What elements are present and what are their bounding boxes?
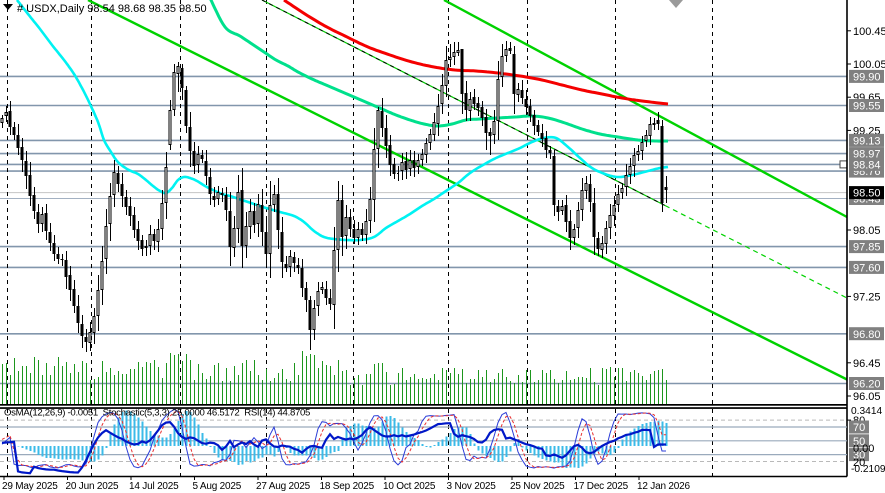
svg-text:70: 70 <box>853 422 865 434</box>
svg-text:96.20: 96.20 <box>853 379 881 391</box>
svg-text:12 Jan 2026: 12 Jan 2026 <box>637 481 690 492</box>
svg-text:# USDX,Daily 98.54 98.68 98.3: # USDX,Daily 98.54 98.68 98.35 98.50 <box>17 3 207 15</box>
svg-text:99.90: 99.90 <box>853 71 881 83</box>
svg-text:0.3414: 0.3414 <box>851 406 882 417</box>
svg-text:27 Aug 2025: 27 Aug 2025 <box>256 481 311 492</box>
svg-text:29 May 2025: 29 May 2025 <box>2 481 58 492</box>
svg-text:3 Nov 2025: 3 Nov 2025 <box>447 481 497 492</box>
svg-text:30: 30 <box>853 450 865 462</box>
svg-text:14 Jul 2025: 14 Jul 2025 <box>129 481 179 492</box>
svg-text:96.80: 96.80 <box>853 329 881 341</box>
svg-text:18 Sep 2025: 18 Sep 2025 <box>320 481 375 492</box>
svg-text:98.97: 98.97 <box>853 149 881 161</box>
svg-text:-0.2109: -0.2109 <box>851 464 885 475</box>
svg-text:97.25: 97.25 <box>853 291 881 303</box>
svg-text:99.55: 99.55 <box>853 101 881 113</box>
svg-text:17 Dec 2025: 17 Dec 2025 <box>574 481 629 492</box>
svg-text:25 Nov 2025: 25 Nov 2025 <box>510 481 565 492</box>
svg-text:97.60: 97.60 <box>853 262 881 274</box>
svg-text:96.45: 96.45 <box>853 358 881 370</box>
svg-text:20 Jun 2025: 20 Jun 2025 <box>66 481 119 492</box>
svg-text:10 Oct 2025: 10 Oct 2025 <box>383 481 436 492</box>
svg-text:98.50: 98.50 <box>853 188 881 200</box>
svg-text:98.84: 98.84 <box>853 159 881 171</box>
svg-text:96.05: 96.05 <box>853 391 881 403</box>
svg-text:5 Aug 2025: 5 Aug 2025 <box>193 481 242 492</box>
svg-text:97.85: 97.85 <box>853 242 881 254</box>
svg-text:100.45: 100.45 <box>853 26 885 38</box>
svg-text:99.13: 99.13 <box>853 135 881 147</box>
svg-text:50: 50 <box>853 436 865 448</box>
svg-text:100.05: 100.05 <box>853 59 885 71</box>
svg-text:0.00: 0.00 <box>853 443 874 455</box>
svg-text:20: 20 <box>853 457 865 469</box>
svg-text:OsMA(12,26,9) -0.0051 Stochas: OsMA(12,26,9) -0.0051 Stochastic(5,3,3) … <box>4 408 310 419</box>
svg-text:98.05: 98.05 <box>853 225 881 237</box>
